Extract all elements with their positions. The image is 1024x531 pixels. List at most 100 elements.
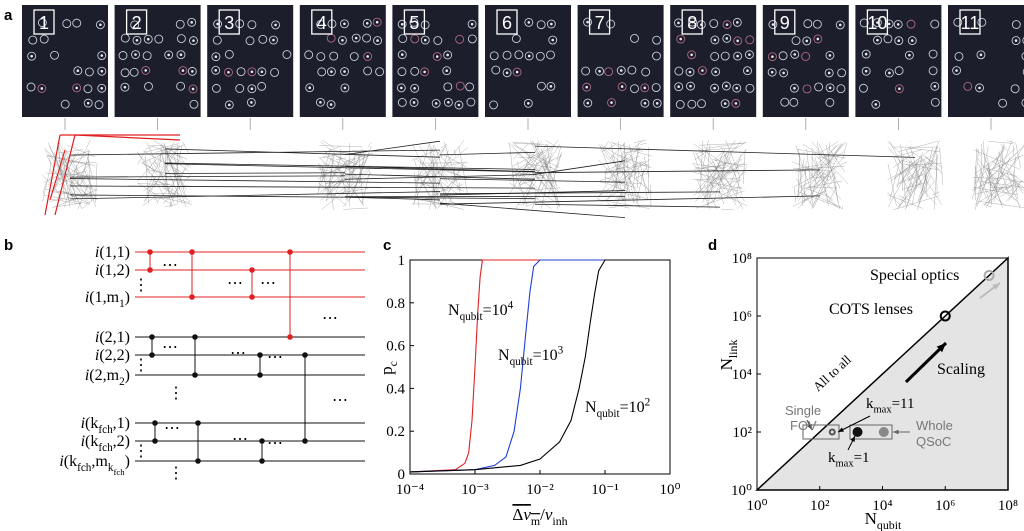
atom-dot bbox=[376, 39, 379, 42]
atom-marker bbox=[224, 49, 234, 59]
ellipsis: ⋯ bbox=[164, 420, 180, 437]
atom-marker bbox=[640, 83, 650, 93]
network-edge bbox=[598, 160, 632, 194]
network-edge bbox=[612, 163, 643, 177]
vdots: ⋮ bbox=[168, 385, 184, 402]
network-link bbox=[534, 160, 626, 175]
network-edge bbox=[431, 148, 448, 208]
atom-marker bbox=[861, 49, 871, 59]
atom-marker bbox=[73, 66, 83, 76]
atom-dot bbox=[260, 70, 264, 74]
network-edge bbox=[989, 180, 1007, 205]
network-edge bbox=[633, 139, 647, 143]
atom-dot bbox=[887, 22, 891, 26]
x-tick-label: 10⁸ bbox=[998, 498, 1018, 514]
network-edge bbox=[416, 174, 444, 200]
network-edge bbox=[321, 182, 334, 195]
atom-marker bbox=[732, 17, 742, 27]
arrow-head bbox=[838, 427, 844, 432]
atom-marker bbox=[129, 67, 139, 77]
network-edge bbox=[614, 161, 638, 208]
network-edge bbox=[428, 140, 465, 185]
atom-marker bbox=[72, 83, 82, 93]
network-edge bbox=[717, 191, 748, 206]
network-edge bbox=[833, 172, 838, 203]
atom-dot bbox=[434, 102, 438, 105]
atom-dot bbox=[771, 55, 774, 58]
atom-marker bbox=[84, 67, 94, 77]
network-edge bbox=[920, 171, 943, 206]
network-edge bbox=[615, 164, 649, 170]
qubit-label: i(2,1) bbox=[95, 329, 130, 346]
annotation: Special optics bbox=[870, 267, 959, 284]
atom-marker bbox=[952, 66, 962, 75]
atom-dot bbox=[527, 54, 531, 58]
text-segment: Whole bbox=[916, 418, 953, 433]
network-edge bbox=[325, 151, 363, 204]
atom-marker bbox=[930, 81, 940, 91]
atom-marker bbox=[546, 50, 555, 60]
network-edge bbox=[354, 152, 366, 190]
tile-number: 8 bbox=[687, 13, 697, 33]
atom-marker bbox=[339, 19, 349, 29]
network-edge bbox=[427, 198, 438, 209]
tile-number: 4 bbox=[317, 13, 327, 33]
atom-dot bbox=[354, 36, 358, 40]
atom-marker bbox=[26, 82, 36, 92]
atom-marker bbox=[502, 50, 512, 60]
network-edge bbox=[640, 142, 647, 145]
gate-dot bbox=[189, 249, 195, 255]
network-edge bbox=[695, 190, 745, 209]
atom-dot bbox=[643, 86, 647, 90]
network-edge bbox=[72, 155, 87, 162]
network-link bbox=[344, 166, 536, 172]
atom-dot bbox=[413, 87, 416, 90]
network-link bbox=[534, 169, 821, 174]
arrow bbox=[837, 415, 871, 433]
atom-marker bbox=[398, 34, 408, 44]
atom-marker bbox=[824, 68, 834, 78]
tile-number-box bbox=[403, 9, 426, 35]
atom-marker bbox=[176, 34, 186, 44]
network-edge bbox=[929, 140, 940, 171]
network-edge bbox=[1002, 173, 1024, 188]
network-edge bbox=[798, 148, 804, 206]
network-edge bbox=[971, 169, 982, 200]
network-edge bbox=[707, 144, 711, 171]
atom-dot bbox=[619, 69, 623, 72]
network-edge bbox=[606, 155, 640, 171]
atom-marker bbox=[710, 35, 720, 45]
atom-dot bbox=[598, 69, 601, 73]
text-segment: qubit bbox=[460, 311, 484, 323]
atom-marker bbox=[674, 66, 684, 76]
ellipsis: ⋯ bbox=[322, 310, 338, 327]
network-edge bbox=[824, 192, 834, 201]
atom-marker bbox=[627, 65, 637, 75]
atom-marker bbox=[396, 83, 406, 93]
network-edge bbox=[632, 184, 640, 208]
atom-marker bbox=[175, 19, 185, 29]
atom-dot bbox=[690, 53, 693, 57]
network-edge bbox=[887, 194, 924, 209]
tile-number: 9 bbox=[780, 13, 790, 33]
network-edge bbox=[87, 149, 92, 202]
x-tick-label: 10⁶ bbox=[935, 498, 955, 514]
text-segment: (2,m bbox=[89, 367, 119, 384]
atom-dot bbox=[782, 71, 785, 75]
atom-dot bbox=[978, 86, 981, 90]
atom-marker bbox=[37, 84, 47, 93]
ellipsis: ⋯ bbox=[162, 339, 178, 356]
text-segment: k bbox=[866, 396, 874, 412]
atom-marker bbox=[372, 17, 382, 27]
atom-marker bbox=[954, 51, 964, 61]
atom-marker bbox=[467, 34, 477, 44]
atom-marker bbox=[778, 51, 788, 61]
network-edge bbox=[818, 143, 841, 189]
atom-dot bbox=[191, 87, 195, 91]
network-edge bbox=[142, 194, 159, 206]
network-edge bbox=[695, 140, 742, 193]
atom-marker bbox=[640, 98, 650, 108]
network-edge bbox=[808, 173, 829, 190]
gate-dot bbox=[302, 438, 308, 444]
network-edge bbox=[909, 141, 911, 143]
